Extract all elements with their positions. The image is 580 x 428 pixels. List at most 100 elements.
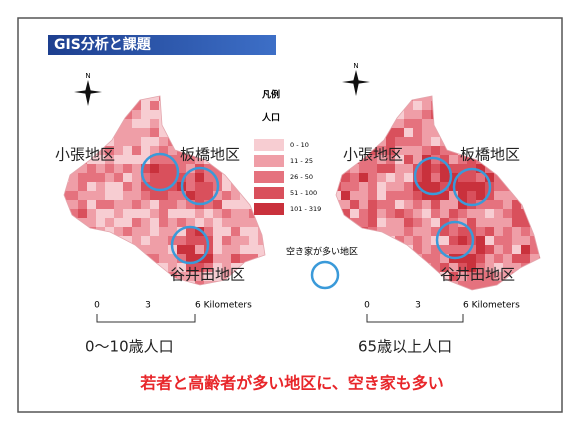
map-cell [440,227,450,237]
map-cell [195,236,205,246]
map-cell [177,200,187,210]
map-cell [186,245,196,255]
map-cell [204,182,214,192]
map-cell [222,182,232,192]
map-cell [168,218,178,228]
map-cell [395,200,405,210]
map-cell [494,173,504,183]
map-cell [159,155,169,165]
map-cell [368,155,378,165]
map-cell [213,236,223,246]
map-cell [458,155,468,165]
map-cell [141,119,151,129]
map-cell [132,128,142,138]
map-cell [150,110,160,120]
map-cell [395,128,405,138]
map-cell [132,218,142,228]
map-cell [213,191,223,201]
map-cell [195,209,205,219]
map-cell [512,200,522,210]
map-cell [458,263,468,273]
map-cell [177,263,187,273]
map-cell [114,227,124,237]
map-caption: 65歳以上人口 [358,338,452,356]
map-cell [458,182,468,192]
map-cell [114,128,124,138]
map-cell [195,191,205,201]
map-cell [395,137,405,147]
map-cell [150,182,160,192]
map-cell [123,227,133,237]
map-cell [231,227,241,237]
map-outline [63,95,266,286]
map-cell [222,227,232,237]
map-cell [195,173,205,183]
map-cell [422,236,432,246]
map-cell [240,236,250,246]
map-cell [222,191,232,201]
scale-label: 3 [415,301,421,311]
map-cell [530,236,540,246]
map-cell [123,164,133,174]
map-cell [132,227,142,237]
map-cell [485,236,495,246]
map-cell [341,209,351,219]
map-cell [377,164,387,174]
map-outline [335,95,541,291]
map-cell [168,200,178,210]
map-cell [231,245,241,255]
map-cell [377,173,387,183]
title-bar [48,35,276,55]
map-cell [449,155,459,165]
map-cell [512,263,522,273]
map-cell [105,146,115,156]
map-cell [87,173,97,183]
map-cell [467,182,477,192]
map-cell [350,173,360,183]
map-cell [132,236,142,246]
map-cell [350,191,360,201]
map-cell [123,137,133,147]
map-cell [359,164,369,174]
map-cell [395,227,405,237]
map-cell [503,254,513,264]
map-cell [114,137,124,147]
map-cell [422,227,432,237]
legend-subtitle: 人口 [261,112,280,124]
map-cell [222,209,232,219]
map-cell [204,173,214,183]
map-cell [440,146,450,156]
map-cell [195,272,205,282]
map-cell [431,245,441,255]
map-cell [386,128,396,138]
map-cell [177,209,187,219]
map-cell [422,119,432,129]
map-cell [132,146,142,156]
district-circle [180,166,220,206]
map-cell [503,200,513,210]
map-cell [386,209,396,219]
map-cell [213,272,223,282]
map-cell [458,227,468,237]
map-cell [78,209,88,219]
map-cell [150,254,160,264]
map-cell [114,191,124,201]
map-cell [440,236,450,246]
map-cell [476,254,486,264]
map-cell [222,245,232,255]
map-cell [159,209,169,219]
map-cell [141,227,151,237]
map-cell [377,218,387,228]
map-cell [386,200,396,210]
legend-swatch [254,203,284,215]
north-label: N [353,62,358,70]
map-cell [186,191,196,201]
map-cell [413,191,423,201]
map-cell [159,191,169,201]
map-cell [213,200,223,210]
map-cell [186,173,196,183]
map-cell [96,200,106,210]
map-cell [449,272,459,282]
map-cell [132,209,142,219]
marker-circle [310,260,340,290]
